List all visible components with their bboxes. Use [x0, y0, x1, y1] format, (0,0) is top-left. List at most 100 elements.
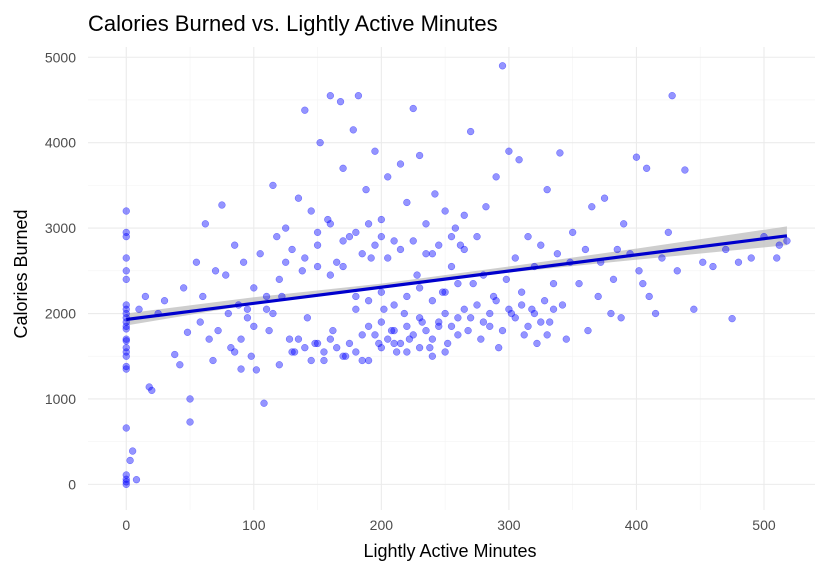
data-point — [553, 250, 562, 258]
data-point — [122, 309, 130, 318]
data-point — [301, 106, 309, 114]
data-point — [773, 254, 781, 262]
fit-line-group — [126, 234, 788, 322]
data-point — [415, 284, 424, 292]
data-point — [364, 297, 373, 305]
data-point — [409, 104, 417, 113]
data-point — [709, 262, 717, 271]
data-point — [192, 258, 201, 266]
data-point — [495, 344, 503, 352]
data-point — [546, 318, 554, 326]
data-point — [377, 232, 386, 241]
data-point — [375, 339, 383, 348]
data-point — [201, 220, 209, 228]
data-point — [371, 147, 379, 155]
data-point — [247, 352, 255, 360]
data-point — [537, 318, 545, 326]
data-point — [320, 356, 328, 365]
data-point — [639, 279, 647, 288]
data-point — [681, 166, 689, 174]
data-point — [409, 237, 417, 245]
data-point — [511, 254, 519, 262]
data-point — [533, 339, 541, 348]
data-point — [387, 326, 396, 335]
data-point — [196, 318, 204, 326]
data-point — [122, 344, 130, 352]
data-point — [435, 318, 443, 326]
data-point — [180, 284, 188, 292]
data-point — [122, 301, 130, 309]
data-point — [377, 288, 386, 296]
data-point — [239, 258, 248, 266]
data-point — [482, 203, 490, 211]
data-point — [333, 344, 341, 352]
data-point — [364, 322, 373, 330]
data-point — [451, 224, 459, 232]
data-point — [303, 314, 312, 322]
data-point — [384, 173, 392, 181]
x-tick-label: 500 — [752, 517, 776, 533]
data-point — [441, 207, 449, 215]
data-point — [441, 309, 449, 318]
data-point — [122, 254, 130, 262]
data-point — [498, 326, 507, 335]
data-point — [176, 361, 184, 369]
data-point — [352, 228, 360, 237]
data-point — [384, 335, 392, 343]
data-point — [126, 456, 134, 465]
data-point — [600, 194, 609, 202]
data-point — [632, 153, 641, 161]
data-point — [505, 305, 513, 313]
fit-line — [126, 234, 788, 322]
data-point — [569, 228, 577, 237]
data-point — [339, 352, 347, 360]
data-point — [282, 224, 290, 232]
data-point — [530, 309, 539, 318]
x-tick-labels: 0 100 200 300 400 500 — [122, 517, 776, 533]
data-point — [211, 267, 220, 275]
y-tick-label: 2000 — [45, 306, 76, 322]
data-point — [298, 267, 306, 275]
data-point — [252, 366, 261, 374]
data-point — [460, 211, 468, 219]
data-point — [393, 348, 401, 356]
data-point — [237, 365, 245, 373]
data-point — [250, 322, 258, 330]
data-point — [339, 262, 347, 271]
data-point — [428, 250, 437, 258]
data-point — [358, 250, 366, 258]
data-point — [466, 314, 475, 322]
data-point — [326, 92, 334, 100]
data-point — [135, 305, 143, 313]
data-point — [371, 331, 379, 339]
data-point — [301, 254, 309, 262]
data-point — [413, 271, 421, 279]
data-point — [515, 156, 523, 164]
data-point — [422, 250, 430, 258]
data-point — [607, 309, 615, 318]
data-point — [390, 237, 398, 245]
data-point — [668, 92, 676, 100]
data-point — [141, 292, 150, 301]
data-point — [122, 207, 130, 215]
data-point — [403, 322, 411, 330]
y-axis-label: Calories Burned — [11, 209, 31, 338]
data-point — [575, 279, 583, 288]
data-point — [460, 245, 468, 254]
data-point — [231, 241, 239, 249]
data-point — [324, 215, 332, 224]
data-point — [428, 335, 437, 343]
data-point — [122, 228, 130, 237]
data-point — [517, 288, 526, 296]
data-point — [122, 322, 130, 330]
data-point — [441, 348, 449, 356]
data-point — [502, 275, 510, 284]
data-point — [747, 254, 755, 262]
data-point — [313, 262, 322, 271]
data-point — [473, 301, 481, 309]
data-point — [469, 279, 477, 288]
data-point — [122, 335, 130, 343]
data-point — [122, 475, 130, 483]
data-point — [218, 201, 226, 209]
